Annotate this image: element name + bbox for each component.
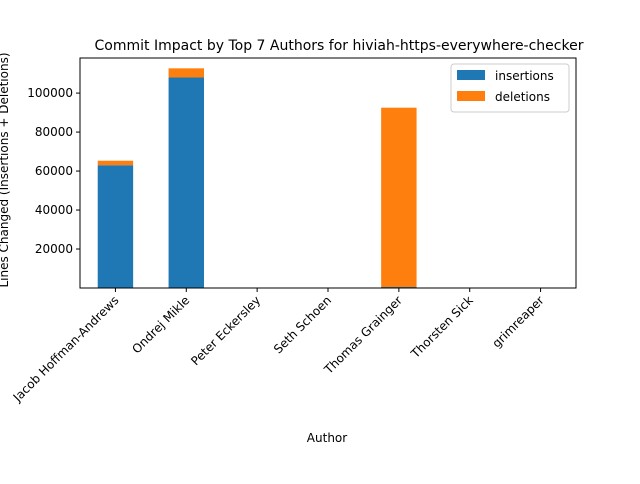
x-tick-label: Seth Schoen — [271, 293, 334, 356]
y-tick-label: 60000 — [35, 164, 73, 178]
y-tick-label: 100000 — [27, 86, 73, 100]
bar-insertions — [168, 77, 204, 289]
legend-label-insertions: insertions — [495, 69, 554, 83]
x-tick-label: grimreaper — [489, 293, 546, 350]
bar-deletions — [97, 160, 134, 166]
bars — [97, 68, 417, 289]
bar-insertions — [97, 165, 134, 288]
y-tick-label: 80000 — [35, 125, 73, 139]
x-tick-label: Peter Eckersley — [188, 293, 263, 368]
y-tick-label: 20000 — [35, 242, 73, 256]
legend-label-deletions: deletions — [495, 90, 550, 104]
legend: insertions deletions — [450, 63, 570, 113]
legend-swatch-deletions — [457, 91, 485, 101]
y-axis: 20000 40000 60000 80000 100000 — [27, 86, 80, 256]
y-axis-label: Lines Changed (Insertions + Deletions) — [0, 52, 11, 287]
chart-title: Commit Impact by Top 7 Authors for hivia… — [95, 38, 584, 54]
x-tick-label: Jacob Hoffman-Andrews — [10, 293, 122, 405]
x-tick-label: Thorsten Sick — [408, 293, 476, 361]
bar-deletions — [168, 68, 204, 78]
y-tick-label: 40000 — [35, 203, 73, 217]
legend-swatch-insertions — [457, 70, 485, 80]
x-axis-label: Author — [307, 431, 347, 445]
bar-deletions — [381, 107, 417, 288]
plot-frame — [79, 57, 577, 289]
x-tick-label: Thomas Grainger — [321, 293, 405, 377]
x-tick-label: Ondrej Mikle — [129, 293, 192, 356]
